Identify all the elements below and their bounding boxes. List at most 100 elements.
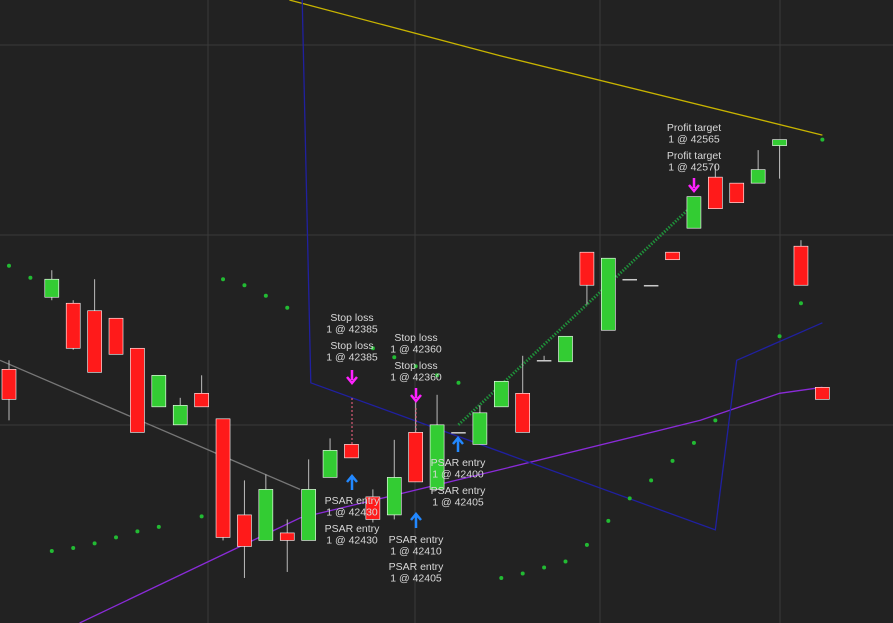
candle-body <box>301 489 316 541</box>
candle-body <box>172 405 188 426</box>
psar-dot <box>691 440 696 445</box>
psar-dot <box>649 478 654 483</box>
psar-dot <box>584 542 589 547</box>
psar-dot <box>156 524 161 529</box>
annotation-detail: 1 @ 42400 <box>432 468 484 480</box>
psar-dot <box>6 263 11 268</box>
annotation-detail: 1 @ 42565 <box>668 133 720 145</box>
annotation-detail: 1 @ 42430 <box>326 534 378 546</box>
indicator-lines <box>0 0 823 623</box>
psar-dot <box>542 565 547 570</box>
psar-dot <box>777 334 782 339</box>
candle-body <box>708 176 723 209</box>
annotation-detail: 1 @ 42360 <box>390 343 442 355</box>
psar-dot <box>456 380 461 385</box>
annotation-label: PSAR entry <box>389 534 445 546</box>
psar-dot <box>370 346 375 351</box>
annotation-label: PSAR entry <box>431 485 487 497</box>
candle-body <box>815 387 830 400</box>
candle-body <box>108 317 124 355</box>
annotation-label: PSAR entry <box>389 561 445 573</box>
psar-dots <box>6 137 825 580</box>
candle-body <box>130 347 145 433</box>
candle-body <box>386 477 402 516</box>
psar-dot <box>199 514 204 519</box>
psar-dot <box>499 575 504 580</box>
candle-body <box>258 489 274 541</box>
annotation-label: Profit target <box>667 150 721 162</box>
entry-arrow <box>346 474 358 490</box>
psar-dot <box>221 277 226 282</box>
annotation-label: PSAR entry <box>325 523 381 535</box>
psar-dot <box>820 137 825 142</box>
annotation-detail: 1 @ 42430 <box>326 506 378 518</box>
psar-dot <box>606 518 611 523</box>
annotation-label: Stop loss <box>394 332 437 344</box>
psar-dot <box>392 355 397 360</box>
psar-dot <box>798 301 803 306</box>
psar-dot <box>263 293 268 298</box>
candle-body <box>729 182 745 203</box>
psar-dot <box>135 529 140 534</box>
trade-arrows <box>346 178 700 528</box>
candles <box>1 139 830 578</box>
psar-dot <box>92 541 97 546</box>
candle-body <box>579 251 595 286</box>
candle-body <box>237 514 252 547</box>
annotation-label: Stop loss <box>330 340 373 352</box>
candle-body <box>536 360 552 362</box>
psar-dot <box>71 545 76 550</box>
candle-body <box>472 412 488 445</box>
candle-body <box>194 393 209 408</box>
psar-dot <box>114 535 119 540</box>
candle-body <box>665 251 680 261</box>
annotation-label: Stop loss <box>394 360 437 372</box>
annotation-detail: 1 @ 42360 <box>390 371 442 383</box>
entry-arrow <box>452 436 464 452</box>
indicator-line <box>457 203 695 426</box>
annotation-detail: 1 @ 42570 <box>668 161 720 173</box>
indicator-line <box>289 0 823 136</box>
candle-body <box>558 335 573 363</box>
candle-body <box>408 432 423 483</box>
psar-dot <box>242 283 247 288</box>
psar-dot <box>49 548 54 553</box>
candle-body <box>515 393 531 433</box>
annotation-label: PSAR entry <box>431 457 487 469</box>
candle-body <box>772 139 787 146</box>
candle-body <box>686 196 702 229</box>
psar-dot <box>520 571 525 576</box>
candle-body <box>601 257 616 331</box>
psar-dot <box>413 364 418 369</box>
candle-body <box>279 532 295 541</box>
candle-body <box>493 381 509 408</box>
psar-dot <box>627 496 632 501</box>
annotation-detail: 1 @ 42385 <box>326 351 378 363</box>
psar-dot <box>713 418 718 423</box>
candle-body <box>322 450 338 478</box>
candle-body <box>1 368 17 400</box>
candle-body <box>65 302 81 349</box>
psar-dot <box>28 275 33 280</box>
psar-dot <box>670 458 675 463</box>
entry-arrow <box>410 512 422 528</box>
annotation-label: Stop loss <box>330 312 373 324</box>
psar-dot <box>435 373 440 378</box>
annotation-detail: 1 @ 42405 <box>432 496 484 508</box>
indicator-line <box>0 359 301 490</box>
exit-arrow <box>410 388 422 403</box>
exit-arrow <box>346 370 358 385</box>
candle-body <box>87 310 102 373</box>
exit-arrow <box>688 178 700 193</box>
annotation-label: Profit target <box>667 122 721 134</box>
candle-body <box>344 444 359 459</box>
psar-dot <box>563 559 568 564</box>
annotation-label: PSAR entry <box>325 495 381 507</box>
candle-body <box>365 496 381 520</box>
annotation-detail: 1 @ 42405 <box>390 572 442 584</box>
candle-body <box>215 418 231 538</box>
candle-body <box>151 375 167 408</box>
